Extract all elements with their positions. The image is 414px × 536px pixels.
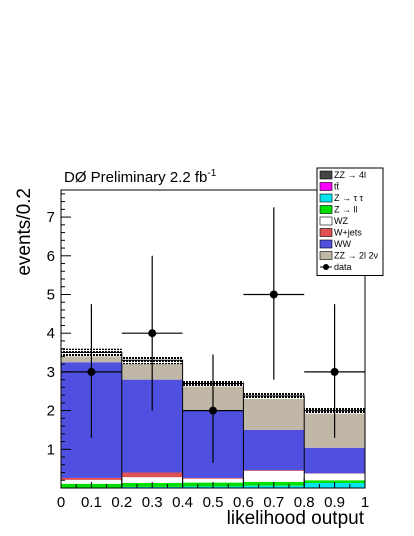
y-tick-label-3: 4: [47, 325, 55, 342]
legend-label-2: Z → τ τ: [334, 193, 364, 203]
bar-6-4: [304, 447, 365, 474]
legend-label-0: ZZ → 4l: [334, 170, 366, 180]
legend-swatch-4: [319, 216, 333, 226]
legend-swatch-6: [319, 239, 333, 249]
bar-4-3: [243, 470, 305, 482]
x-axis-title: likelihood output: [227, 508, 365, 529]
legend-label-6: WW: [334, 239, 351, 249]
x-tick-label-2: 0.2: [111, 494, 132, 511]
y-tick-label-1: 2: [47, 403, 55, 420]
legend-label-4: WZ: [334, 216, 348, 226]
legend-label-5: W+jets: [334, 228, 362, 238]
data-point-0: [87, 367, 96, 376]
legend-label-3: Z → ll: [334, 205, 358, 215]
bar-4-4: [304, 473, 365, 481]
legend-swatch-5: [319, 228, 333, 237]
bar-6-3: [243, 429, 305, 471]
bar-3-4: [304, 480, 365, 483]
legend-swatch-1: [319, 182, 333, 191]
bar-5-0: [61, 477, 122, 480]
x-tick-label-3: 0.3: [142, 494, 163, 511]
y-tick-label-6: 7: [47, 209, 55, 226]
legend-swatch-2: [319, 193, 333, 203]
data-point-1: [148, 329, 157, 338]
x-tick-label-7: 0.7: [263, 494, 284, 511]
y-tick-label-4: 5: [47, 286, 55, 303]
y-tick-label-0: 1: [47, 441, 55, 458]
legend-swatch-0: [319, 170, 333, 180]
bar-7-3: [243, 395, 305, 430]
bar-5-1: [121, 472, 183, 478]
chart-title: DØ Preliminary 2.2 fb-1: [64, 168, 217, 186]
x-tick-label-1: 0.1: [81, 494, 102, 511]
data-points: [61, 207, 365, 463]
y-axis-title: events/0.2: [14, 188, 35, 276]
legend-label-1: tt̄: [334, 182, 340, 192]
legend-data-marker: [323, 264, 329, 270]
data-point-3: [269, 290, 278, 299]
legend-label-8: data: [334, 262, 352, 272]
data-point-4: [330, 367, 339, 376]
x-tick-label-8: 0.8: [294, 494, 315, 511]
x-tick-label-5: 0.5: [203, 494, 224, 511]
legend-swatch-7: [319, 251, 333, 260]
data-point-2: [209, 406, 217, 415]
y-tick-label-2: 3: [47, 364, 55, 381]
legend-label-7: ZZ → 2l 2ν: [334, 251, 379, 261]
stacked-bars: [61, 352, 365, 488]
x-tick-label-4: 0.4: [172, 494, 193, 511]
x-tick-label-6: 0.6: [233, 494, 254, 511]
bar-5-3: [243, 470, 305, 471]
bar-4-1: [121, 477, 183, 483]
x-tick-label-10: 1: [361, 494, 369, 511]
axis-ticks: 0 0.1 0.2 0.3 0.4 0.5 0.6 0.7 0.8 0.9 1 1 2 3 4 5 6 7: [47, 193, 369, 511]
bar-4-0: [61, 479, 122, 484]
y-tick-label-5: 6: [47, 248, 55, 265]
bar-4-2: [182, 478, 244, 483]
bar-5-2: [182, 477, 244, 479]
x-tick-label-9: 0.9: [324, 494, 345, 511]
x-tick-label-0: 0: [57, 494, 65, 511]
legend-swatch-3: [319, 205, 333, 214]
